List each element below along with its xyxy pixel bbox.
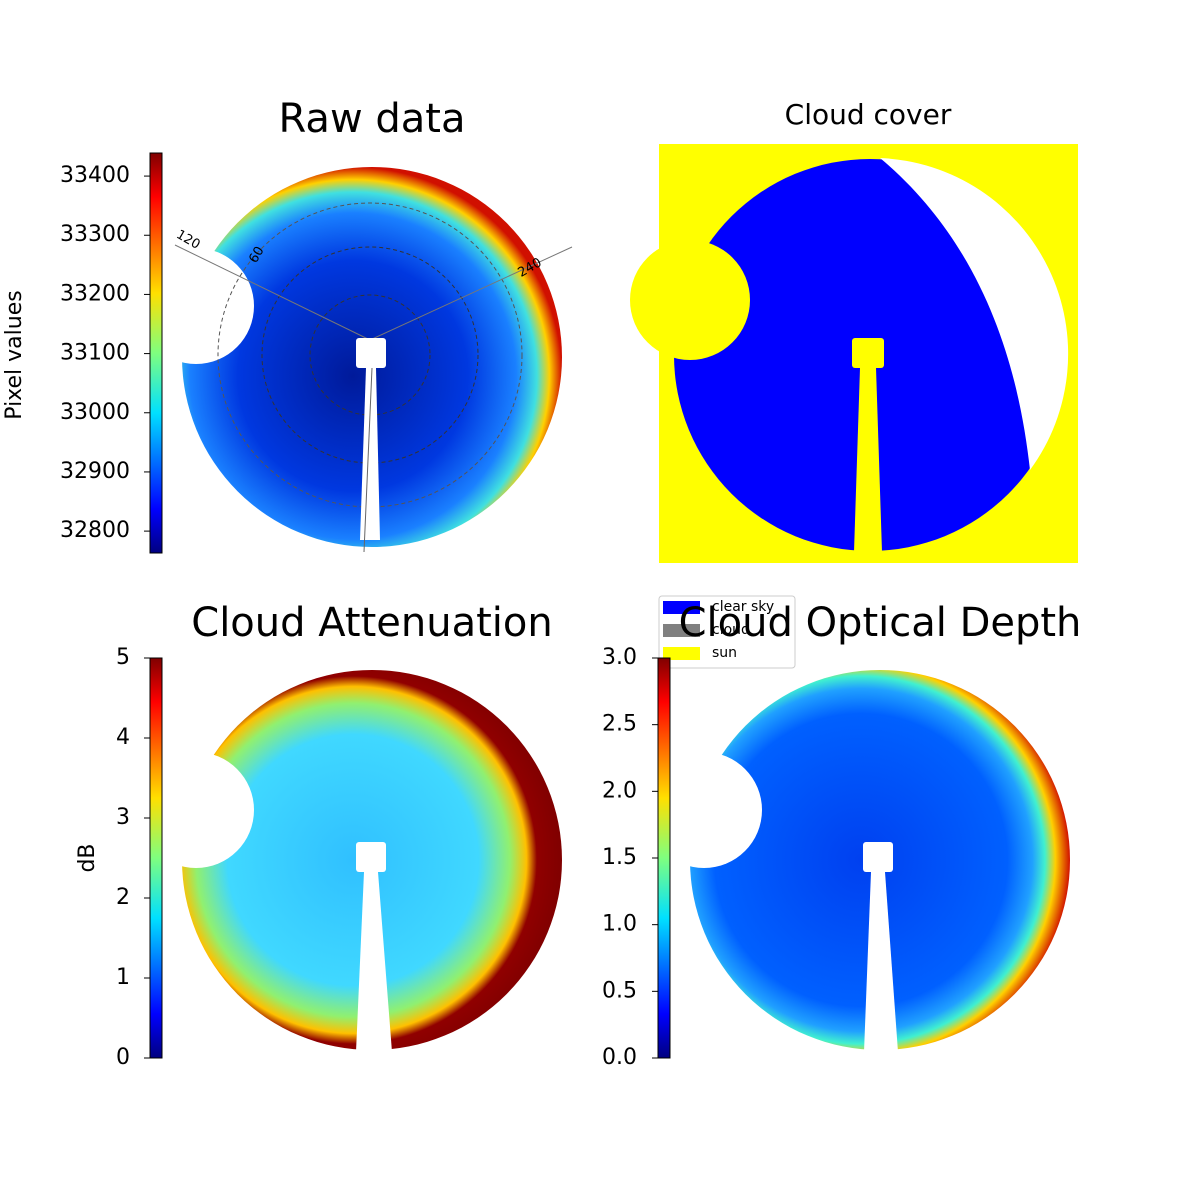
colorbar-tick-label: 1.5 [602, 845, 637, 870]
legend-swatch [663, 624, 700, 637]
polar-label: 60 [246, 244, 267, 266]
colorbar-tick-label: 33000 [60, 400, 130, 425]
colorbar-tick-label: 33400 [60, 163, 130, 188]
colorbar-tick-label: 0 [116, 1045, 130, 1070]
colorbar-tick-label: 2.0 [602, 778, 637, 803]
colorbar [657, 657, 671, 1059]
colorbar-tick-label: 0.5 [602, 978, 637, 1003]
colorbar-tick-label: 1.0 [602, 912, 637, 937]
colorbar-tick-label: 0.0 [602, 1045, 637, 1070]
colorbar [149, 152, 163, 554]
colorbar-tick-label: 2.5 [602, 712, 637, 737]
colorbar-tick-label: 5 [116, 645, 130, 670]
cloud-cover-image [630, 144, 1078, 563]
colorbar-tick-label: 33300 [60, 222, 130, 247]
colorbar-label: Pixel values [2, 290, 27, 419]
optical-depth-image [646, 670, 1070, 1052]
raw-image [138, 167, 573, 553]
colorbar-tick-label: 2 [116, 885, 130, 910]
chart-title: Cloud Optical Depth [679, 600, 1082, 646]
colorbar-tick-label: 4 [116, 725, 130, 750]
colorbar-tick-label: 3 [116, 805, 130, 830]
attenuation-image [138, 670, 562, 1052]
legend-swatch [663, 647, 700, 660]
colorbar-tick-label: 33100 [60, 341, 130, 366]
colorbar-tick-label: 33200 [60, 281, 130, 306]
colorbar-tick-label: 3.0 [602, 645, 637, 670]
legend-label: cloud [712, 622, 750, 638]
colorbar-tick-label: 32800 [60, 518, 130, 543]
colorbar-label: dB [75, 843, 100, 872]
legend-label: clear sky [712, 599, 774, 615]
chart-title: Cloud Attenuation [191, 600, 552, 646]
colorbar [149, 657, 163, 1059]
chart-title: Raw data [279, 96, 466, 142]
legend-label: sun [712, 645, 737, 661]
colorbar-tick-label: 1 [116, 965, 130, 990]
chart-title: Cloud cover [785, 98, 952, 131]
colorbar-tick-label: 32900 [60, 459, 130, 484]
legend-swatch [663, 601, 700, 614]
